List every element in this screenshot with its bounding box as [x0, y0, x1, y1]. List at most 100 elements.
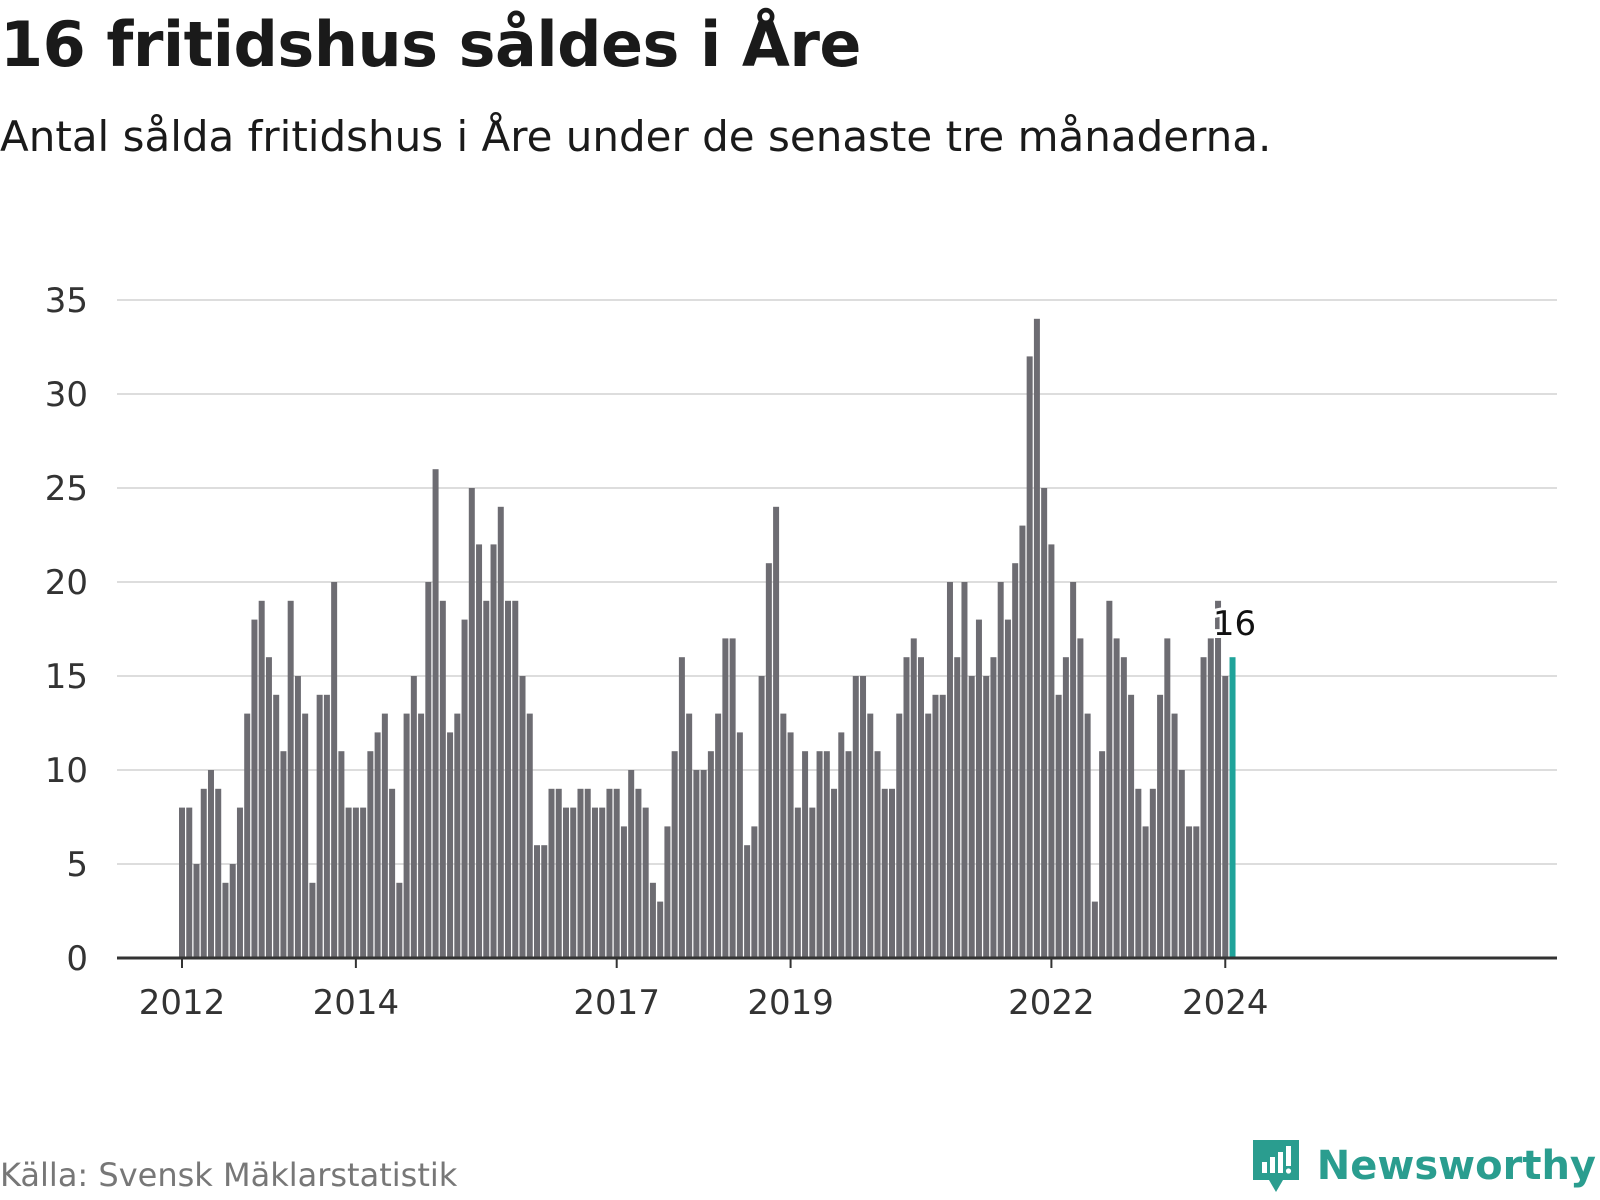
x-tick-label: 2017: [573, 983, 660, 1023]
bar: [997, 582, 1004, 958]
y-tick-label: 35: [45, 281, 88, 321]
bar: [961, 582, 968, 958]
bar: [294, 676, 301, 958]
bar: [258, 600, 265, 958]
bar: [1041, 488, 1048, 958]
bar: [476, 544, 483, 958]
y-tick-label: 15: [45, 657, 88, 697]
bar: [1084, 713, 1091, 958]
bar: [1106, 600, 1113, 958]
bar: [903, 657, 910, 958]
bar: [186, 807, 193, 958]
bar: [823, 751, 830, 958]
bar: [845, 751, 852, 958]
bar: [577, 788, 584, 958]
x-tick-label: 2014: [313, 983, 400, 1023]
bar: [497, 506, 504, 958]
bar: [1091, 901, 1098, 958]
bar: [316, 694, 323, 958]
bar: [657, 901, 664, 958]
bar: [562, 807, 569, 958]
bar: [367, 751, 374, 958]
bar: [1004, 619, 1011, 958]
bar: [867, 713, 874, 958]
bar: [744, 845, 751, 958]
bar: [1026, 356, 1033, 958]
newsworthy-logo[interactable]: Newsworthy: [1251, 1138, 1596, 1194]
bar: [693, 770, 700, 958]
y-tick-label: 30: [45, 375, 88, 415]
bar: [1077, 638, 1084, 958]
bar: [628, 770, 635, 958]
bar: [345, 807, 352, 958]
bar: [707, 751, 714, 958]
bar: [1149, 788, 1156, 958]
chart-title: 16 fritidshus såldes i Åre: [0, 8, 861, 81]
bar: [280, 751, 287, 958]
bar: [251, 619, 258, 958]
bar: [1033, 318, 1040, 958]
bar: [461, 619, 468, 958]
bar: [1019, 525, 1026, 958]
bar: [1186, 826, 1193, 958]
bar: [990, 657, 997, 958]
y-tick-label: 10: [45, 751, 88, 791]
bar: [1142, 826, 1149, 958]
bar: [425, 582, 432, 958]
y-axis-ticks: 0 5 10 15 20 25 30 35: [45, 281, 88, 979]
bar: [1222, 676, 1229, 958]
bar: [360, 807, 367, 958]
bar: [700, 770, 707, 958]
bar: [831, 788, 838, 958]
bar: [968, 676, 975, 958]
bar: [505, 600, 512, 958]
bar: [780, 713, 787, 958]
bar: [954, 657, 961, 958]
x-axis: 2012 2014 2017 2019 2022 2024: [117, 956, 1557, 1023]
bar: [331, 582, 338, 958]
bar: [236, 807, 243, 958]
bar: [946, 582, 953, 958]
bar: [338, 751, 345, 958]
bar: [1120, 657, 1127, 958]
bar: [765, 563, 772, 958]
y-tick-label: 0: [66, 939, 88, 979]
bar: [439, 600, 446, 958]
bar: [896, 713, 903, 958]
bar: [678, 657, 685, 958]
annotations: 16: [1210, 601, 1259, 647]
chart-subtitle: Antal sålda fritidshus i Åre under de se…: [0, 112, 1272, 161]
bar: [613, 788, 620, 958]
source-note: Källa: Svensk Mäklarstatistik: [0, 1156, 458, 1194]
bar: [309, 882, 316, 958]
bar: [541, 845, 548, 958]
bar: [229, 864, 236, 958]
bar: [534, 845, 540, 958]
bar: [352, 807, 359, 958]
bar: [193, 864, 200, 958]
bar: [838, 732, 845, 958]
x-tick-label: 2024: [1182, 983, 1269, 1023]
bar: [1070, 582, 1077, 958]
bar: [1215, 600, 1222, 958]
bar: [910, 638, 917, 958]
bar: [809, 807, 816, 958]
bar: [200, 788, 207, 958]
bars: [179, 318, 1236, 958]
bar: [649, 882, 656, 958]
bar: [635, 788, 642, 958]
bar: [432, 469, 439, 958]
bar: [519, 676, 526, 958]
bar: [273, 694, 280, 958]
bar: [1207, 638, 1214, 958]
y-tick-label: 20: [45, 563, 88, 603]
bar: [860, 676, 867, 958]
bar: [468, 488, 475, 958]
bar: [1164, 638, 1171, 958]
bar: [787, 732, 794, 958]
bar: [1113, 638, 1120, 958]
bar: [874, 751, 881, 958]
bar: [729, 638, 736, 958]
bar: [1055, 694, 1062, 958]
